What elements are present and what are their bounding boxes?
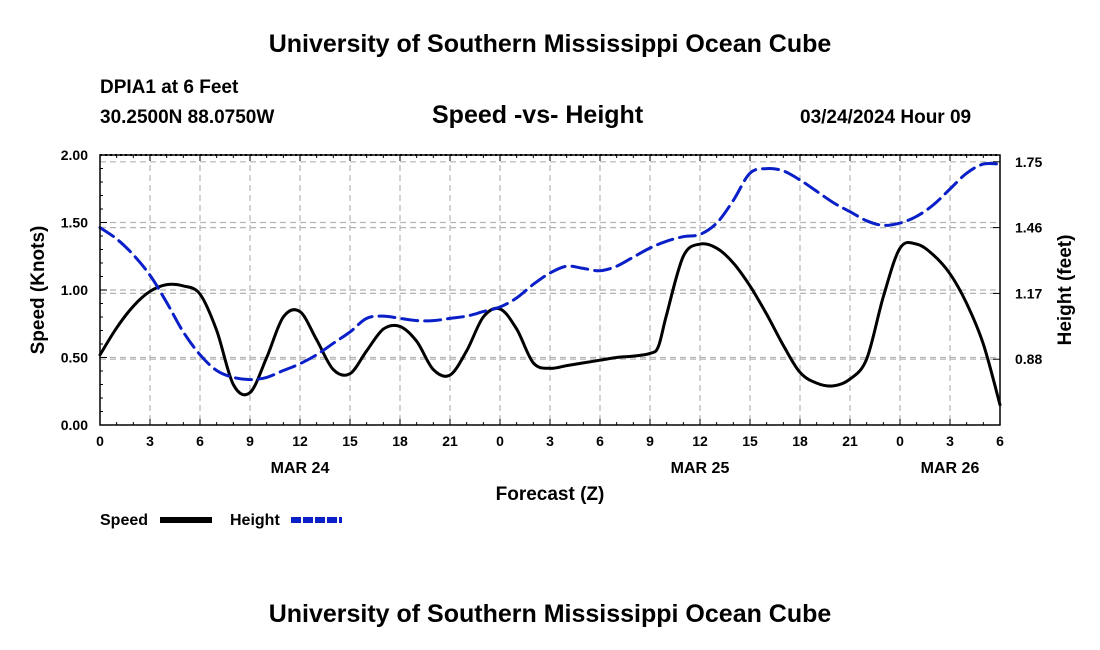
x-tick-label: 9 bbox=[646, 433, 654, 449]
x-tick-label: 0 bbox=[896, 433, 904, 449]
x-tick-label: 12 bbox=[292, 433, 308, 449]
station-label: DPIA1 at 6 Feet bbox=[100, 77, 239, 98]
x-tick-label: 12 bbox=[692, 433, 708, 449]
x-tick-label: 15 bbox=[342, 433, 358, 449]
x-tick-label: 6 bbox=[596, 433, 604, 449]
legend: Speed Height bbox=[100, 512, 342, 529]
y2-tick-label: 1.75 bbox=[1015, 154, 1042, 170]
y-tick-label: 1.50 bbox=[61, 215, 88, 231]
y2-tick-label: 1.46 bbox=[1015, 220, 1042, 236]
y2-axis-label: Height (feet) bbox=[1055, 235, 1076, 346]
series-line-speed bbox=[98, 240, 1002, 407]
y-tick-label: 0.00 bbox=[61, 417, 88, 433]
y2-tick-label: 0.88 bbox=[1015, 351, 1042, 367]
series-line-height bbox=[98, 161, 1002, 382]
footer-title: University of Southern Mississippi Ocean… bbox=[268, 600, 832, 628]
legend-speed-label: Speed bbox=[100, 512, 148, 529]
x-tick-label: 18 bbox=[792, 433, 808, 449]
date-label: MAR 25 bbox=[671, 460, 730, 477]
x-tick-label: 0 bbox=[496, 433, 504, 449]
date-label: MAR 24 bbox=[271, 460, 330, 477]
datetime-label: 03/24/2024 Hour 09 bbox=[800, 107, 972, 128]
x-axis-label: Forecast (Z) bbox=[496, 484, 605, 505]
y-tick-label: 1.00 bbox=[61, 282, 88, 298]
x-tick-label: 21 bbox=[442, 433, 458, 449]
legend-height-label: Height bbox=[230, 512, 280, 529]
date-label: MAR 26 bbox=[921, 460, 980, 477]
x-tick-label: 3 bbox=[946, 433, 954, 449]
x-tick-label: 18 bbox=[392, 433, 408, 449]
y-tick-label: 0.50 bbox=[61, 350, 88, 366]
y-axis-label: Speed (Knots) bbox=[28, 226, 49, 355]
coordinates-label: 30.2500N 88.0750W bbox=[100, 107, 275, 128]
x-tick-label: 15 bbox=[742, 433, 758, 449]
main-title: University of Southern Mississippi Ocean… bbox=[268, 30, 832, 58]
y2-tick-label: 1.17 bbox=[1015, 285, 1042, 301]
x-tick-label: 6 bbox=[996, 433, 1004, 449]
x-tick-label: 3 bbox=[546, 433, 554, 449]
x-tick-label: 6 bbox=[196, 433, 204, 449]
x-tick-label: 9 bbox=[246, 433, 254, 449]
chart-subtitle: Speed -vs- Height bbox=[432, 101, 644, 129]
plot-frame bbox=[99, 154, 1001, 426]
x-tick-label: 21 bbox=[842, 433, 858, 449]
x-tick-label: 3 bbox=[146, 433, 154, 449]
x-tick-label: 0 bbox=[96, 433, 104, 449]
y-tick-label: 2.00 bbox=[61, 147, 88, 163]
